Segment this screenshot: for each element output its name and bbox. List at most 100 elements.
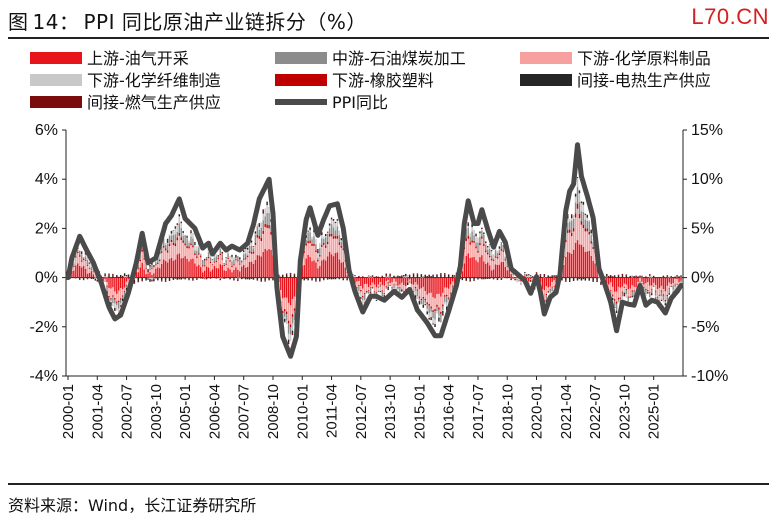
- bar-indirect_heat: [258, 224, 261, 227]
- bar-down_chem: [418, 289, 421, 297]
- bar-midstream_petro: [649, 293, 651, 298]
- bar-indirect_heat: [334, 277, 337, 280]
- bar-midstream_petro: [358, 286, 360, 291]
- bar-down_rubber: [174, 243, 177, 247]
- bar-indirect_gas: [289, 272, 292, 275]
- bar-down_rubber: [258, 235, 261, 239]
- bar-down_chem: [647, 282, 649, 291]
- bar-down_rubber: [399, 287, 401, 288]
- bar-upstream_oil: [151, 274, 153, 278]
- bar-indirect_gas: [242, 277, 245, 279]
- bar-down_chem: [488, 257, 491, 266]
- left-tick-label: -2%: [30, 319, 58, 336]
- bar-down_chem: [254, 244, 257, 260]
- bar-upstream_oil: [330, 254, 333, 278]
- bar-midstream_petro: [524, 274, 526, 277]
- bar-down_chem: [266, 227, 268, 251]
- bar-upstream_oil: [678, 277, 680, 283]
- bar-down_fiber: [446, 302, 448, 307]
- bar-down_fiber: [330, 219, 333, 225]
- bar-indirect_heat: [424, 274, 426, 278]
- bar-midstream_petro: [666, 296, 669, 301]
- bar-midstream_petro: [192, 238, 194, 246]
- bar-down_rubber: [547, 291, 549, 293]
- bar-down_rubber: [256, 235, 259, 238]
- bar-down_chem: [406, 281, 409, 283]
- bar-indirect_gas: [252, 246, 255, 247]
- bar-down_fiber: [135, 278, 138, 279]
- bar-upstream_oil: [239, 271, 241, 278]
- bar-upstream_oil: [244, 267, 247, 278]
- bar-indirect_gas: [592, 280, 594, 282]
- bar-indirect_heat: [436, 274, 438, 278]
- bar-down_fiber: [110, 301, 112, 303]
- bar-upstream_oil: [358, 277, 360, 282]
- bar-down_chem: [467, 238, 469, 254]
- bar-down_fiber: [406, 275, 409, 278]
- bar-midstream_petro: [336, 226, 339, 237]
- bar-upstream_oil: [549, 277, 551, 287]
- bar-down_chem: [188, 248, 190, 262]
- bar-midstream_petro: [164, 244, 167, 249]
- bar-down_fiber: [434, 319, 436, 325]
- bar-down_chem: [344, 261, 346, 268]
- bar-down_fiber: [264, 208, 266, 217]
- bar-down_rubber: [356, 287, 358, 289]
- bar-indirect_heat: [190, 231, 192, 234]
- x-tick-label: 2002-07: [119, 384, 136, 439]
- bar-indirect_heat: [572, 277, 575, 281]
- bar-down_fiber: [377, 287, 380, 291]
- bar-indirect_gas: [586, 277, 589, 279]
- bar-down_rubber: [92, 271, 95, 273]
- bar-down_chem: [434, 298, 436, 310]
- legend-item-upstream_oil: 上游-油气开采: [30, 49, 189, 68]
- bar-upstream_oil: [75, 265, 77, 278]
- bar-down_chem: [270, 234, 272, 250]
- bar-upstream_oil: [387, 277, 389, 280]
- x-tick-label: 2008-10: [265, 384, 282, 439]
- bar-midstream_petro: [572, 218, 575, 229]
- bar-indirect_heat: [188, 277, 190, 280]
- bar-down_fiber: [527, 275, 530, 278]
- bar-midstream_petro: [135, 277, 138, 279]
- bar-down_rubber: [631, 290, 633, 292]
- bar-midstream_petro: [654, 291, 657, 296]
- bar-down_fiber: [262, 213, 264, 221]
- bar-upstream_oil: [256, 255, 259, 278]
- bar-indirect_gas: [215, 277, 218, 279]
- bar-down_fiber: [387, 275, 389, 278]
- bar-midstream_petro: [324, 237, 327, 246]
- bar-upstream_oil: [219, 264, 222, 278]
- bar-upstream_oil: [383, 277, 385, 286]
- bar-upstream_oil: [502, 261, 505, 278]
- bar-upstream_oil: [418, 277, 421, 290]
- bar-down_fiber: [188, 240, 190, 243]
- bar-midstream_petro: [483, 234, 485, 244]
- x-tick-label: 2020-01: [529, 384, 546, 439]
- legend-label-ppi: PPI同比: [332, 93, 388, 112]
- bar-midstream_petro: [432, 312, 434, 319]
- bar-down_rubber: [231, 265, 233, 268]
- bar-down_chem: [410, 283, 413, 290]
- bar-down_chem: [442, 292, 444, 305]
- bar-down_chem: [674, 278, 676, 284]
- bar-indirect_gas: [321, 231, 323, 233]
- bar-upstream_oil: [658, 277, 661, 288]
- bar-indirect_heat: [149, 278, 151, 282]
- bar-down_chem: [157, 263, 159, 268]
- bar-down_rubber: [611, 294, 614, 296]
- bar-upstream_oil: [432, 277, 434, 298]
- bar-upstream_oil: [494, 264, 497, 278]
- bar-indirect_gas: [160, 280, 163, 282]
- bar-upstream_oil: [108, 277, 110, 289]
- bar-down_chem: [375, 287, 378, 293]
- bar-upstream_oil: [416, 277, 419, 285]
- bar-indirect_heat: [406, 282, 409, 286]
- bar-down_fiber: [244, 249, 247, 254]
- bar-indirect_gas: [258, 223, 261, 225]
- bar-indirect_gas: [387, 288, 389, 291]
- bar-indirect_heat: [307, 277, 309, 281]
- bar-indirect_heat: [393, 275, 395, 278]
- bar-down_rubber: [141, 249, 143, 252]
- bar-upstream_oil: [619, 277, 622, 288]
